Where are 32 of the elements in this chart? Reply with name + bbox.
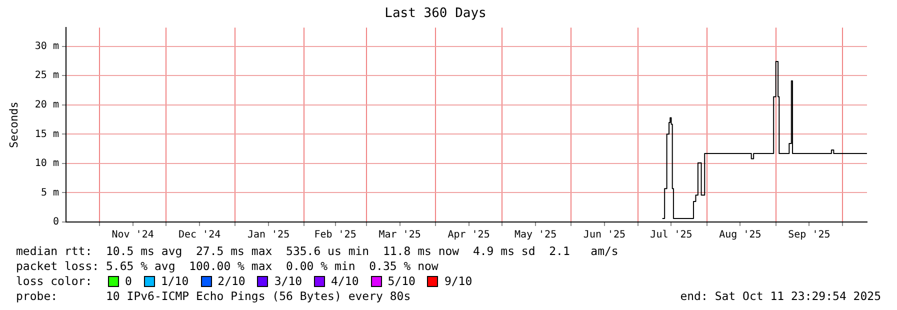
x-tick-label: Dec '24 [178,230,221,241]
y-tick-label: 5 m [40,187,59,198]
x-tick-label: Sep '25 [788,230,830,241]
x-tick-label: Jul '25 [650,230,692,241]
y-tick-label: 25 m [34,70,59,82]
x-tick-label: Mar '25 [378,230,421,241]
y-tick-label: 20 m [34,99,59,110]
x-tick-label: Nov '24 [112,230,154,241]
text: median rtt: 10.5 ms avg 27.5 ms max 535.6 us min 11.8 ms now 4.9 ms sd 2.1 am/s [16,244,620,259]
x-tick-label: May '25 [514,230,557,241]
x-tick-label: Feb '25 [314,230,356,241]
y-tick-label: 10 m [34,158,59,170]
x-tick-label: Apr '25 [448,230,490,241]
text: end: Sat Oct 11 23:29:54 2025 [680,289,881,304]
chart-title: Last 360 Days [384,6,486,22]
text: 3/10 [274,274,302,289]
text: probe: 10 IPv6-ICMP Echo Pings (56 Bytes) every 80s [16,289,411,304]
text: loss color: [16,274,94,289]
y-tick-label: 15 m [34,128,59,140]
y-tick-label: 0 [52,216,59,228]
text: 0 [125,274,132,289]
text: 9/10 [444,274,472,289]
text: 4/10 [331,274,359,289]
x-tick-label: Jan '25 [247,230,290,241]
y-tick-label: 30 m [34,40,59,52]
text: 1/10 [160,274,189,289]
y-axis-title: Seconds [7,102,20,148]
x-tick-label: Jun '25 [583,230,626,241]
x-tick-label: Aug '25 [719,230,762,241]
text: 5/10 [388,274,416,289]
text: packet loss: 5.65 % avg 100.00 % max 0.00 % min 0.35 % now [16,259,440,274]
text: 2/10 [218,274,246,289]
